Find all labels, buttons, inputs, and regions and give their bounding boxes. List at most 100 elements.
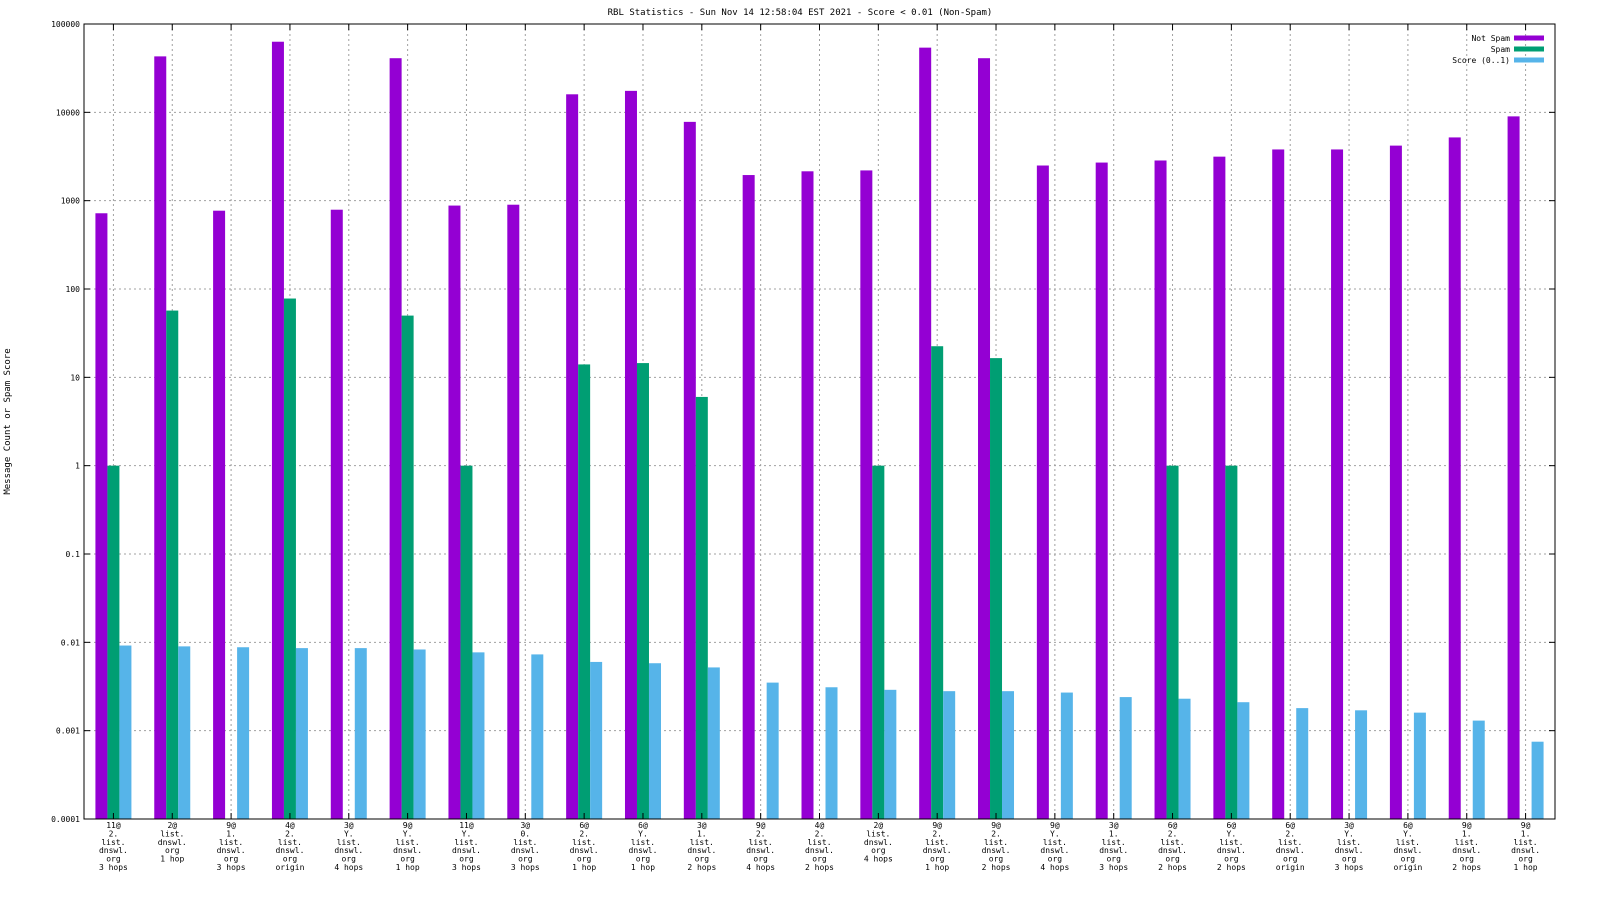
bars-layer: [95, 41, 1544, 820]
y-tick-label: 10000: [56, 108, 80, 117]
bar-not-spam: [801, 171, 814, 819]
bar-spam: [1225, 465, 1238, 819]
legend-swatch: [1514, 46, 1544, 52]
x-tick-label: 9@ Y. list. dnswl. org 1 hop: [393, 821, 422, 872]
bar-score-0-1: [295, 648, 308, 819]
x-tick-label: 11@ 2. list. dnswl. org 3 hops: [99, 821, 128, 872]
bar-not-spam: [271, 41, 284, 820]
bar-not-spam: [213, 210, 226, 820]
x-tick-label: 3@ 1. list. dnswl. org 3 hops: [1099, 821, 1128, 872]
bar-not-spam: [1507, 116, 1520, 819]
bar-score-0-1: [119, 645, 132, 819]
bar-score-0-1: [1119, 697, 1132, 819]
bar-spam: [636, 363, 649, 819]
bar-score-0-1: [1531, 741, 1544, 819]
bar-score-0-1: [354, 648, 367, 819]
bar-score-0-1: [1413, 712, 1426, 819]
x-tick-label: 6@ 2. list. dnswl. org 1 hop: [570, 821, 599, 872]
bar-not-spam: [330, 209, 343, 820]
y-tick-label: 10: [70, 373, 80, 382]
bar-spam: [1166, 465, 1179, 819]
bar-not-spam: [1036, 165, 1049, 819]
bar-not-spam: [1389, 145, 1402, 819]
bar-score-0-1: [1002, 691, 1015, 819]
x-tick-label: 3@ 1. list. dnswl. org 2 hops: [687, 821, 716, 872]
bar-score-0-1: [472, 652, 485, 819]
bar-not-spam: [1213, 156, 1226, 819]
bar-not-spam: [566, 94, 579, 819]
bar-score-0-1: [884, 689, 897, 819]
x-tick-label: 9@ 2. list. dnswl. org 1 hop: [923, 821, 952, 872]
bar-score-0-1: [943, 691, 956, 819]
bar-not-spam: [624, 90, 637, 819]
bar-not-spam: [683, 121, 696, 819]
bar-score-0-1: [590, 661, 603, 819]
x-tick-label: 9@ 1. list. dnswl. org 3 hops: [217, 821, 246, 872]
y-tick-label: 0.01: [61, 638, 80, 647]
bar-not-spam: [154, 56, 167, 819]
bar-not-spam: [95, 213, 108, 819]
y-tick-label: 1000: [61, 197, 80, 206]
x-tick-label: 2@ list. dnswl. org 1 hop: [158, 821, 187, 864]
bar-score-0-1: [1472, 720, 1485, 819]
bar-spam: [872, 465, 885, 819]
x-tick-label: 6@ Y. list. dnswl. org 2 hops: [1217, 821, 1246, 872]
bar-score-0-1: [1237, 702, 1250, 819]
bar-score-0-1: [766, 682, 779, 819]
y-tick-label: 100: [66, 285, 81, 294]
bar-not-spam: [860, 170, 873, 820]
bar-not-spam: [742, 175, 755, 819]
bar-score-0-1: [531, 654, 544, 819]
x-tick-label: 9@ 2. list. dnswl. org 4 hops: [746, 821, 775, 872]
bar-spam: [460, 465, 473, 819]
grid-layer: [84, 24, 1555, 819]
bar-spam: [578, 364, 591, 819]
bar-score-0-1: [825, 687, 838, 819]
chart-title: RBL Statistics - Sun Nov 14 12:58:04 EST…: [608, 8, 993, 18]
x-tick-label: 2@ list. dnswl. org 4 hops: [864, 821, 893, 864]
x-tick-label: 3@ Y. list. dnswl. org 3 hops: [1335, 821, 1364, 872]
bar-spam: [931, 346, 944, 819]
bar-not-spam: [507, 204, 520, 820]
y-tick-label: 0.001: [56, 727, 80, 736]
bar-not-spam: [448, 205, 461, 820]
bar-not-spam: [1331, 149, 1344, 819]
bar-score-0-1: [237, 647, 250, 819]
bar-score-0-1: [648, 663, 661, 819]
y-tick-label: 1: [75, 462, 80, 471]
bar-not-spam: [978, 58, 991, 819]
x-tick-label: 6@ 2. list. dnswl. org origin: [1276, 821, 1305, 872]
x-tick-label: 9@ 1. list. dnswl. org 1 hop: [1511, 821, 1540, 872]
x-tick-label: 6@ 2. list. dnswl. org 2 hops: [1158, 821, 1187, 872]
bar-spam: [107, 465, 120, 819]
x-tick-label: 9@ 1. list. dnswl. org 2 hops: [1452, 821, 1481, 872]
legend-label: Not Spam: [1471, 34, 1510, 43]
x-tick-label: 9@ Y. list. dnswl. org 4 hops: [1040, 821, 1069, 872]
legend-label: Score (0..1): [1452, 56, 1510, 65]
legend-label: Spam: [1491, 45, 1510, 54]
bar-score-0-1: [178, 646, 191, 819]
legend-swatch: [1514, 35, 1544, 41]
bar-not-spam: [919, 47, 932, 819]
x-tick-label: 4@ 2. list. dnswl. org 2 hops: [805, 821, 834, 872]
bar-spam: [401, 315, 414, 819]
bar-not-spam: [1154, 160, 1167, 819]
legend: Not Spam Spam Score (0..1): [1452, 34, 1544, 65]
bar-not-spam: [1095, 162, 1108, 819]
axis-layer: 0.0001 0.001 0.01 0.1 1 10 100 1000 10000 100000 1…: [51, 20, 1555, 872]
bar-spam: [990, 358, 1003, 819]
bar-spam: [283, 298, 296, 820]
bar-score-0-1: [1178, 698, 1191, 819]
bar-not-spam: [1448, 137, 1461, 820]
bar-spam: [695, 396, 708, 819]
bar-not-spam: [389, 58, 402, 819]
bar-score-0-1: [1060, 692, 1073, 819]
x-tick-label: 11@ Y. list. dnswl. org 3 hops: [452, 821, 481, 872]
x-tick-label: 4@ 2. list. dnswl. org origin: [275, 821, 304, 872]
bar-not-spam: [1272, 149, 1285, 819]
x-tick-label: 9@ 2. list. dnswl. org 2 hops: [982, 821, 1011, 872]
legend-swatch: [1514, 57, 1544, 63]
x-tick-label: 6@ Y. list. dnswl. org 1 hop: [629, 821, 658, 872]
